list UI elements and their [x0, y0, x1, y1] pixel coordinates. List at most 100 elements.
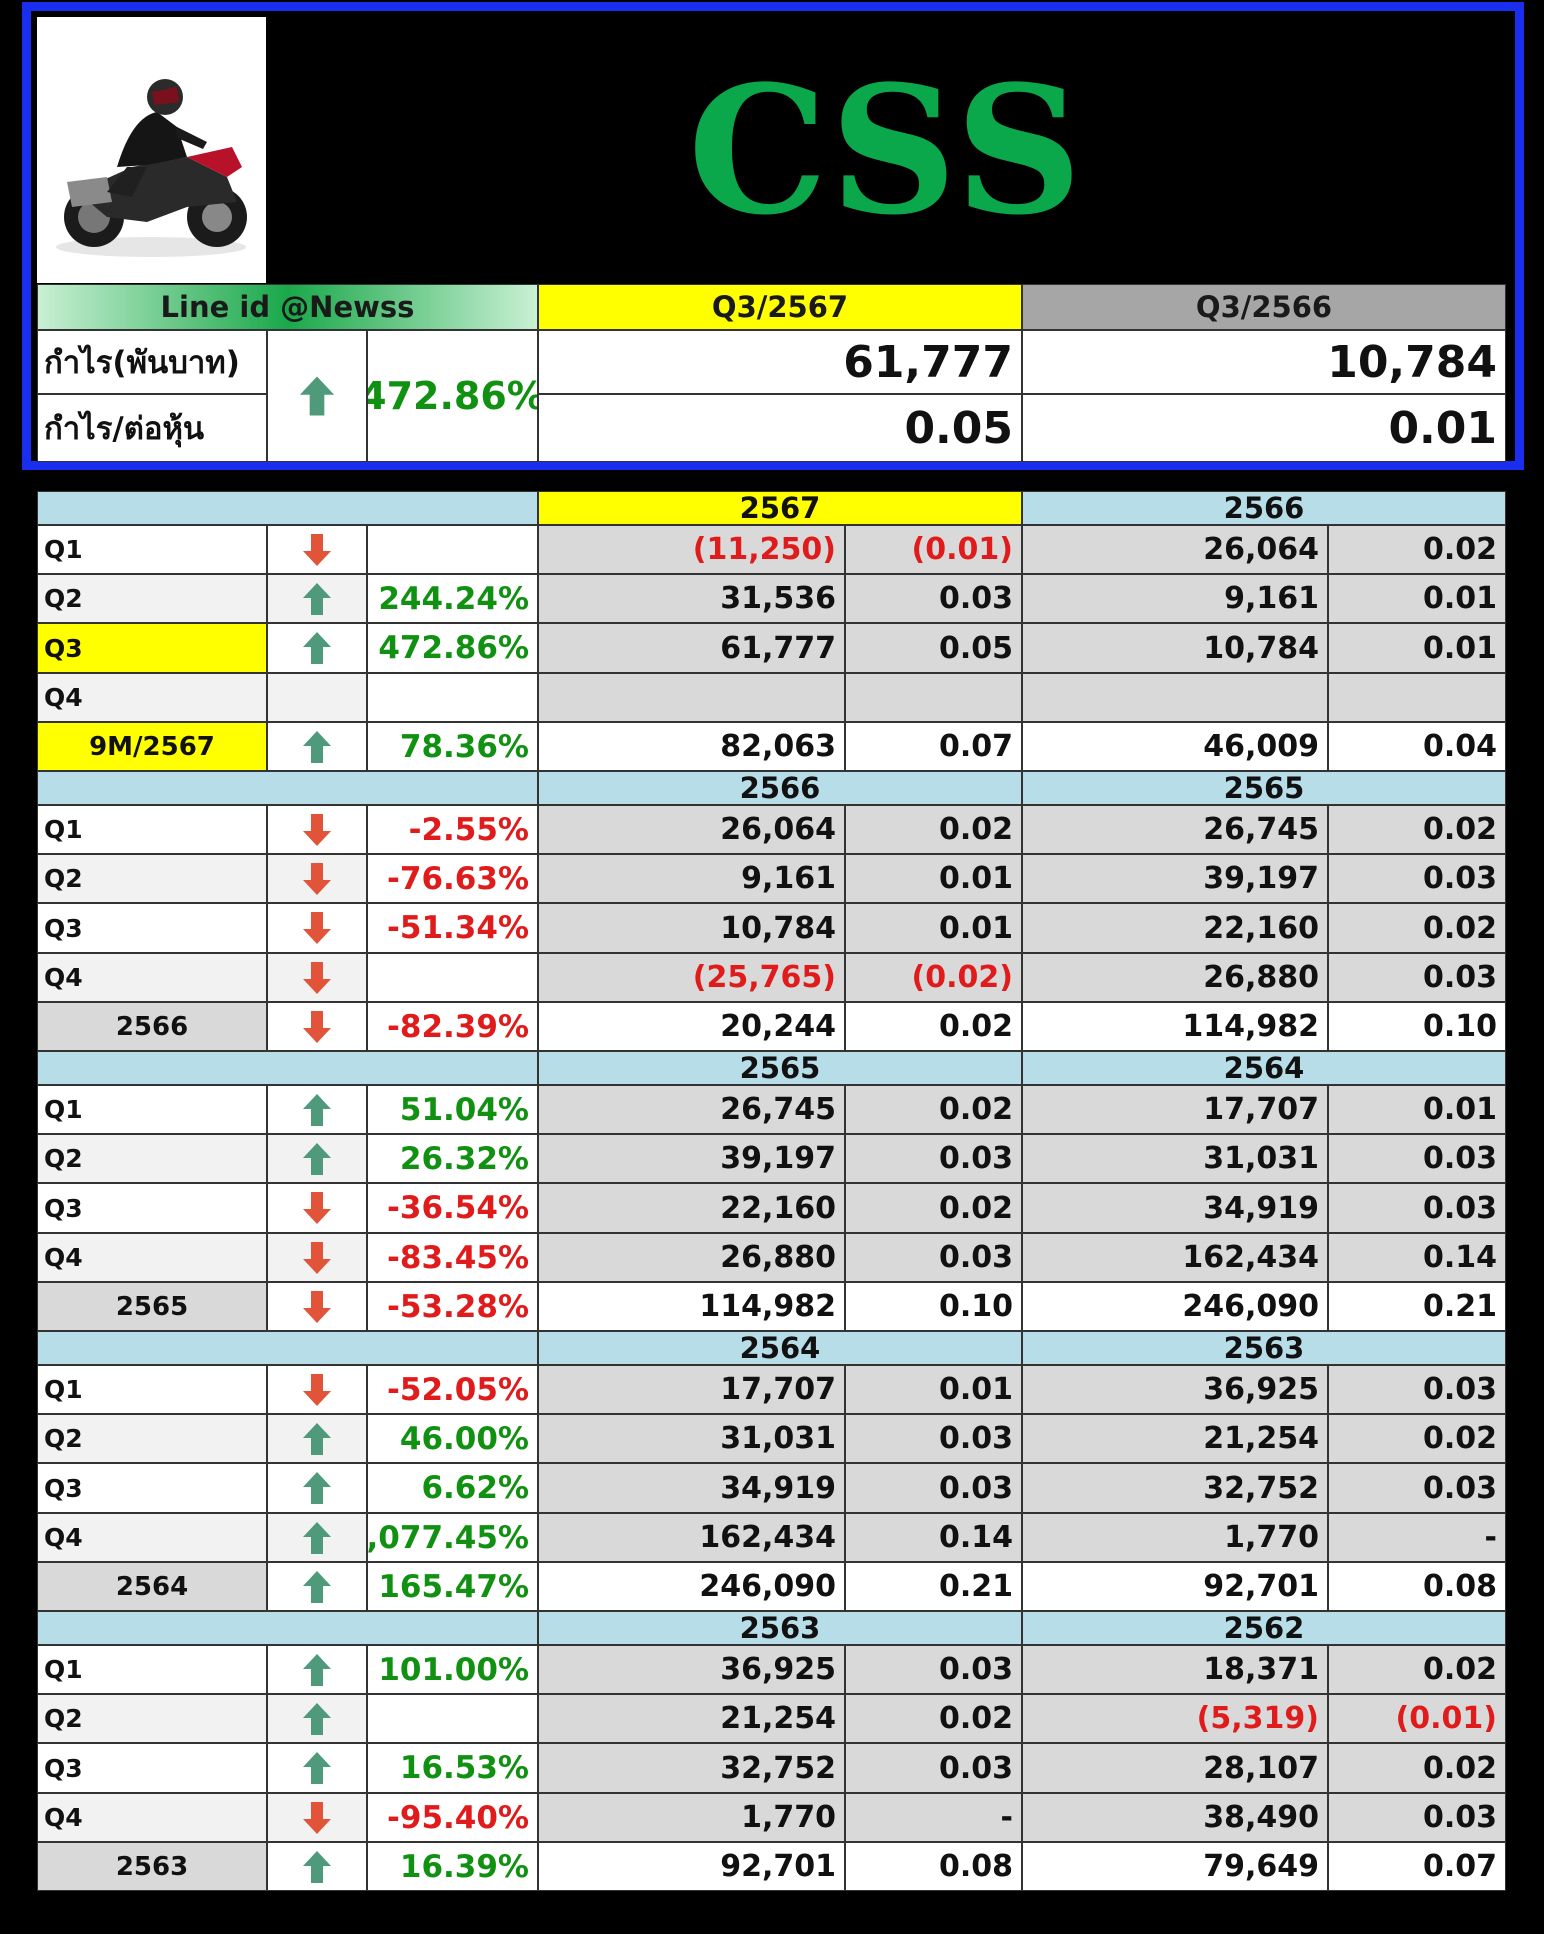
eps-value-prior: 0.07 [1328, 1842, 1506, 1891]
profit-value-current: 162,434 [538, 1513, 845, 1562]
profit-value-prior: 22,160 [1022, 903, 1328, 953]
arrow-down-icon [303, 1290, 331, 1323]
profit-prior: 10,784 [1022, 330, 1506, 394]
year-band-spacer [37, 491, 538, 525]
change-arrow [267, 1793, 367, 1842]
ticker-title: CSS [687, 46, 1085, 254]
profit-value-prior: 17,707 [1022, 1085, 1328, 1134]
eps-value-prior: 0.03 [1328, 1793, 1506, 1842]
change-arrow [267, 903, 367, 953]
profit-label: กำไร(พันบาท) [37, 330, 267, 394]
year-header-prior: 2562 [1022, 1611, 1506, 1645]
change-arrow [267, 1463, 367, 1513]
profit-value-current: 114,982 [538, 1282, 845, 1331]
quarter-label: Q2 [37, 1134, 267, 1183]
yoy-change-pct: 78.36% [367, 722, 538, 771]
year-header-prior: 2563 [1022, 1331, 1506, 1365]
quarter-label: Q1 [37, 1365, 267, 1414]
total-row-label: 2566 [37, 1002, 267, 1051]
arrow-up-icon [303, 582, 331, 615]
yoy-change-pct: 16.53% [367, 1743, 538, 1793]
quarter-label: Q1 [37, 525, 267, 574]
change-arrow [267, 673, 367, 722]
eps-value-current: 0.03 [845, 1743, 1022, 1793]
eps-value-prior: 0.21 [1328, 1282, 1506, 1331]
eps-value-prior: 0.02 [1328, 903, 1506, 953]
eps-value-prior: 0.03 [1328, 953, 1506, 1002]
profit-value-current: 36,925 [538, 1645, 845, 1694]
change-arrow [267, 1183, 367, 1233]
eps-value-current: 0.10 [845, 1282, 1022, 1331]
year-header-current: 2563 [538, 1611, 1022, 1645]
year-header-current: 2567 [538, 491, 1022, 525]
header-change-pct: 472.86% [367, 330, 538, 462]
profit-value-prior: 26,064 [1022, 525, 1328, 574]
yoy-change-pct [367, 1694, 538, 1743]
profit-value-prior: 79,649 [1022, 1842, 1328, 1891]
yoy-change-pct [367, 525, 538, 574]
profit-value-current: 21,254 [538, 1694, 845, 1743]
profit-value-current: 26,064 [538, 805, 845, 854]
change-arrow [267, 953, 367, 1002]
eps-value-current: 0.03 [845, 1414, 1022, 1463]
change-arrow [267, 1562, 367, 1611]
arrow-down-icon [303, 1801, 331, 1834]
arrow-up-icon [303, 1093, 331, 1126]
change-arrow [267, 1743, 367, 1793]
eps-value-current: 0.02 [845, 1002, 1022, 1051]
arrow-up-icon [303, 1472, 331, 1504]
arrow-up-icon [303, 1752, 331, 1784]
motorcycle-logo [37, 17, 266, 283]
yoy-change-pct: -83.45% [367, 1233, 538, 1282]
profit-value-prior: 9,161 [1022, 574, 1328, 623]
eps-value-prior: 0.03 [1328, 1365, 1506, 1414]
change-arrow [267, 1134, 367, 1183]
arrow-up-icon [303, 1142, 331, 1175]
arrow-down-icon [303, 1192, 331, 1224]
eps-value-prior: 0.03 [1328, 1134, 1506, 1183]
change-arrow [267, 805, 367, 854]
quarter-label: Q3 [37, 903, 267, 953]
quarter-label: Q4 [37, 1513, 267, 1562]
profit-value-prior: 39,197 [1022, 854, 1328, 903]
eps-value-prior: (0.01) [1328, 1694, 1506, 1743]
profit-value-current: 10,784 [538, 903, 845, 953]
quarter-label: Q3 [37, 1183, 267, 1233]
quarter-label: Q3 [37, 1743, 267, 1793]
eps-value-current: 0.21 [845, 1562, 1022, 1611]
eps-value-current: 0.01 [845, 854, 1022, 903]
eps-value-prior: 0.04 [1328, 722, 1506, 771]
year-header-prior: 2566 [1022, 491, 1506, 525]
arrow-down-icon [303, 912, 331, 944]
profit-value-current: 22,160 [538, 1183, 845, 1233]
year-header-prior: 2564 [1022, 1051, 1506, 1085]
yoy-change-pct: 51.04% [367, 1085, 538, 1134]
yoy-change-pct: 9,077.45% [367, 1513, 538, 1562]
yoy-change-pct [367, 953, 538, 1002]
arrow-up-icon [303, 1521, 331, 1554]
profit-value-current: 32,752 [538, 1743, 845, 1793]
change-arrow [267, 854, 367, 903]
change-arrow [267, 1085, 367, 1134]
change-arrow [267, 623, 367, 673]
profit-value-prior: (5,319) [1022, 1694, 1328, 1743]
eps-value-current: 0.03 [845, 1233, 1022, 1282]
eps-value-current: 0.14 [845, 1513, 1022, 1562]
header-change-arrow [267, 330, 367, 462]
change-arrow [267, 1233, 367, 1282]
eps-value-current: (0.02) [845, 953, 1022, 1002]
profit-value-current: 92,701 [538, 1842, 845, 1891]
eps-value-prior: 0.03 [1328, 854, 1506, 903]
year-band-spacer [37, 1611, 538, 1645]
eps-value-current: - [845, 1793, 1022, 1842]
change-arrow [267, 1414, 367, 1463]
quarter-label: Q4 [37, 673, 267, 722]
change-arrow [267, 1002, 367, 1051]
yoy-change-pct: 101.00% [367, 1645, 538, 1694]
year-header-current: 2565 [538, 1051, 1022, 1085]
yoy-change-pct: -82.39% [367, 1002, 538, 1051]
profit-value-current: 39,197 [538, 1134, 845, 1183]
arrow-up-icon [303, 730, 331, 763]
year-band-spacer [37, 1331, 538, 1365]
change-arrow [267, 1365, 367, 1414]
